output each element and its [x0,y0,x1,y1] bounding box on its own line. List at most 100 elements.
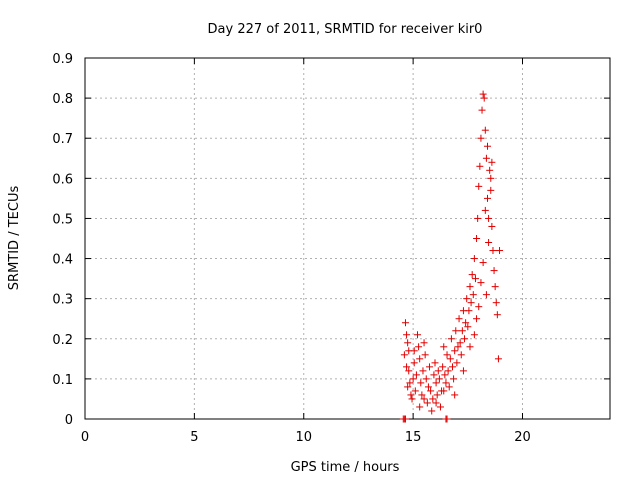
x-tick-label: 20 [514,430,531,445]
data-point [468,271,476,279]
x-tick-label: 0 [81,430,89,445]
data-point [492,299,500,307]
data-point [422,375,430,383]
data-point [411,387,419,395]
data-point [403,363,411,371]
data-point [431,359,439,367]
data-point [414,331,421,339]
data-point [457,351,465,359]
data-point [450,375,458,383]
data-point [439,363,447,371]
data-point [420,395,428,403]
data-point [479,259,487,267]
data-point [440,343,448,351]
data-point [462,319,470,327]
data-point [467,299,475,307]
data-point [491,283,499,291]
data-point [436,403,444,411]
data-point [458,327,466,335]
data-point [475,303,483,311]
data-point [404,339,412,347]
data-point [435,375,443,383]
data-point [485,214,493,222]
data-point [418,391,426,399]
data-point [470,331,478,339]
data-point [470,255,478,263]
data-point [409,375,417,383]
data-point [416,403,424,411]
data-point [488,158,496,166]
data-point [401,415,409,423]
data-point [443,351,451,359]
data-point [477,134,485,142]
data-point [430,371,438,379]
data-point [480,94,488,102]
data-point [485,239,493,247]
data-point [405,347,413,355]
y-tick-label: 0 [65,413,73,428]
data-point [415,343,423,351]
data-point [477,279,485,287]
data-point [493,311,501,319]
data-point [469,291,477,299]
data-point [488,222,496,230]
y-tick-label: 0.9 [52,52,73,67]
data-point [476,162,484,170]
data-point [400,351,408,359]
data-point [473,315,481,323]
data-point [441,371,449,379]
data-point [487,186,495,194]
data-point [487,174,495,182]
data-point [455,315,463,323]
y-tick-label: 0.5 [52,212,73,227]
y-tick-label: 0.2 [52,333,73,348]
data-point [429,395,437,403]
x-tick-label: 15 [405,430,422,445]
x-axis-label: GPS time / hours [291,460,400,475]
data-point [452,327,460,335]
data-point [478,106,486,114]
data-point [451,347,459,355]
data-point [474,214,482,222]
x-tick-label: 10 [295,430,312,445]
data-point [419,367,427,375]
data-point [479,90,487,98]
data-point [481,126,489,134]
data-point [427,387,435,395]
data-point [449,363,456,371]
data-point [410,359,418,367]
data-point [481,206,489,214]
y-tick-label: 0.8 [52,92,73,107]
data-point [405,367,413,375]
data-point [494,355,502,363]
data-point [440,387,448,395]
data-point [482,154,490,162]
data-point [406,379,414,387]
data-point [426,363,434,371]
y-tick-label: 0.6 [52,172,73,187]
data-point [444,367,452,375]
axis-ticks: 0 5 10 15 20 0 0.1 0.2 0.3 0.4 0.5 0.6 0.7 0.8 0.9 [52,52,610,445]
data-point [471,275,479,283]
data-point [466,283,474,291]
data-point [445,383,453,391]
data-point [420,339,428,347]
grid [85,58,610,419]
data-point [456,339,464,347]
data-point [475,182,483,190]
data-point [484,194,491,202]
data-point [489,247,497,255]
x-tick-label: 5 [190,430,198,445]
data-point [473,235,481,242]
data-point [496,247,504,255]
data-point [461,335,469,343]
y-axis-label: SRMTID / TECUs [7,186,22,291]
data-point [464,323,472,331]
data-point [412,371,420,379]
data-point [434,367,442,375]
data-point [407,391,415,399]
data-point [416,355,424,363]
data-point [403,331,411,339]
data-point [401,319,409,327]
y-tick-label: 0.7 [52,132,73,147]
